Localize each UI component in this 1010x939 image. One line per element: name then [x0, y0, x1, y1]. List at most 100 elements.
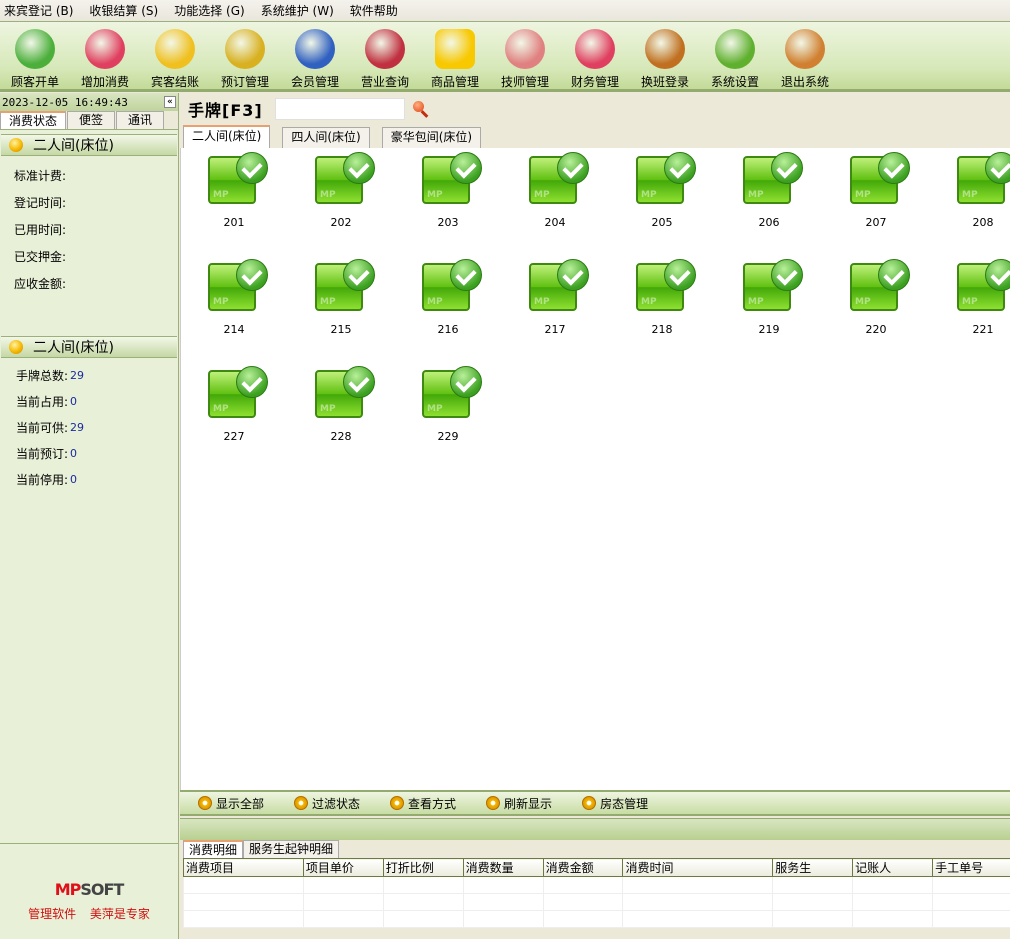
collapse-button[interactable]: « — [164, 96, 176, 108]
room-card[interactable]: MP 203 — [408, 152, 488, 229]
tab-consumption-status[interactable]: 消费状态 — [0, 111, 66, 129]
room-card[interactable]: MP 201 — [194, 152, 274, 229]
toolbar-label: 顾客开单 — [10, 75, 59, 89]
room-number: 207 — [865, 216, 887, 229]
room-status-button[interactable]: 房态管理 — [582, 795, 648, 812]
refresh-button[interactable]: 刷新显示 — [486, 795, 552, 812]
column-header[interactable]: 记账人 — [852, 858, 934, 877]
room-card[interactable]: MP 208 — [943, 152, 1010, 229]
mp-watermark: MP — [855, 190, 871, 200]
room-card[interactable]: MP 227 — [194, 366, 274, 443]
room-card[interactable]: MP 207 — [836, 152, 916, 229]
toolbar-button[interactable]: 会员管理 — [280, 22, 350, 92]
column-header[interactable]: 消费时间 — [622, 858, 774, 877]
room-card[interactable]: MP 204 — [515, 152, 595, 229]
room-available-icon: MP — [529, 152, 589, 204]
tab-deluxe-room[interactable]: 豪华包间(床位) — [381, 127, 482, 148]
toolbar-button[interactable]: 营业查询 — [350, 22, 420, 92]
menu-item[interactable]: 功能选择 (G) — [174, 4, 245, 18]
stat-field: 当前占用: 0 — [2, 388, 178, 414]
column-header[interactable]: 消费项目 — [183, 858, 304, 877]
toolbar-button[interactable]: 技师管理 — [490, 22, 560, 92]
card-label: 手牌[F3] — [188, 101, 263, 120]
section-title: 二人间(床位) — [33, 340, 114, 356]
toolbar-button[interactable]: 系统设置 — [700, 22, 770, 92]
checkmark-icon — [878, 152, 910, 184]
tab-contacts[interactable]: 通讯 — [116, 111, 164, 129]
table-cell — [302, 876, 384, 894]
table-cell — [302, 910, 384, 928]
room-card[interactable]: MP 220 — [836, 259, 916, 336]
menu-item[interactable]: 软件帮助 — [349, 4, 398, 18]
button-label: 查看方式 — [408, 796, 457, 811]
mp-watermark: MP — [534, 190, 550, 200]
room-number: 205 — [651, 216, 673, 229]
button-icon — [582, 796, 597, 810]
room-card[interactable]: MP 216 — [408, 259, 488, 336]
room-grid-toolbar: 显示全部 过滤状态 查看方式 刷新显示 房态管理 — [180, 790, 1010, 816]
tab-quad-room[interactable]: 四人间(床位) — [282, 127, 370, 148]
button-label: 显示全部 — [216, 796, 265, 811]
toolbar-button[interactable]: 退出系统 — [770, 22, 840, 92]
room-number: 218 — [651, 323, 673, 336]
detail-tabs: 消费明细 服务生起钟明细 — [180, 840, 1010, 858]
tab-double-room[interactable]: 二人间(床位) — [183, 125, 271, 148]
table-cell — [622, 893, 774, 911]
room-grid: MP 201 MP 202 MP 203 MP 204 MP 205 MP 206 MP 207 MP 208… — [180, 148, 1010, 790]
card-search-input[interactable] — [274, 98, 405, 120]
column-header[interactable]: 消费数量 — [462, 858, 544, 877]
table-cell — [622, 910, 774, 928]
mp-watermark: MP — [320, 190, 336, 200]
mp-watermark: MP — [748, 297, 764, 307]
table-cell — [302, 893, 384, 911]
menu-item[interactable]: 收银结算 (S) — [89, 4, 159, 18]
toolbar-button[interactable]: 预订管理 — [210, 22, 280, 92]
column-header[interactable]: 手工单号 — [932, 858, 1010, 877]
table-cell — [932, 893, 1010, 911]
mp-watermark: MP — [855, 297, 871, 307]
tab-consumption-detail[interactable]: 消费明细 — [183, 840, 244, 858]
room-card[interactable]: MP 205 — [622, 152, 702, 229]
technicians-icon — [505, 29, 545, 69]
room-card[interactable]: MP 218 — [622, 259, 702, 336]
toolbar-button[interactable]: 商品管理 — [420, 22, 490, 92]
search-icon[interactable] — [412, 101, 429, 117]
room-available-icon: MP — [208, 152, 268, 204]
filter-status-button[interactable]: 过滤状态 — [294, 795, 360, 812]
table-cell — [772, 910, 854, 928]
toolbar-button[interactable]: 财务管理 — [560, 22, 630, 92]
table-cell — [772, 876, 854, 894]
members-icon — [295, 29, 335, 69]
tab-waiter-clock-detail[interactable]: 服务生起钟明细 — [243, 840, 340, 858]
view-mode-button[interactable]: 查看方式 — [390, 795, 456, 812]
column-header[interactable]: 打折比例 — [382, 858, 464, 877]
room-card[interactable]: MP 229 — [408, 366, 488, 443]
room-card[interactable]: MP 228 — [301, 366, 381, 443]
button-icon — [294, 796, 309, 810]
room-card[interactable]: MP 215 — [301, 259, 381, 336]
menu-bar: 来宾登记 (B) 收银结算 (S) 功能选择 (G) 系统维护 (W) 软件帮助 — [0, 0, 1010, 22]
room-card[interactable]: MP 202 — [301, 152, 381, 229]
table-cell — [382, 893, 464, 911]
toolbar-button[interactable]: 增加消费 — [70, 22, 140, 92]
room-card[interactable]: MP 214 — [194, 259, 274, 336]
toolbar-button[interactable]: 顾客开单 — [0, 22, 70, 92]
room-card[interactable]: MP 221 — [943, 259, 1010, 336]
column-header[interactable]: 服务生 — [772, 858, 854, 877]
column-header[interactable]: 消费金额 — [542, 858, 624, 877]
room-card[interactable]: MP 217 — [515, 259, 595, 336]
show-all-button[interactable]: 显示全部 — [198, 795, 264, 812]
checkmark-icon — [771, 259, 803, 291]
tab-notes[interactable]: 便签 — [67, 111, 115, 129]
room-card[interactable]: MP 206 — [729, 152, 809, 229]
room-card[interactable]: MP 219 — [729, 259, 809, 336]
consumption-table: 消费项目 项目单价 打折比例 消费数量 消费金额 消费时间 服务生 记账人 手工单号 — [183, 858, 1010, 928]
menu-item[interactable]: 来宾登记 (B) — [4, 4, 74, 18]
table-cell — [183, 910, 304, 928]
column-header[interactable]: 项目单价 — [302, 858, 384, 877]
menu-item[interactable]: 系统维护 (W) — [260, 4, 334, 18]
toolbar-button[interactable]: 换班登录 — [630, 22, 700, 92]
room-type-tabs: 二人间(床位) 四人间(床位) 豪华包间(床位) — [180, 125, 1010, 148]
checkmark-icon — [236, 366, 268, 398]
toolbar-button[interactable]: 宾客结账 — [140, 22, 210, 92]
